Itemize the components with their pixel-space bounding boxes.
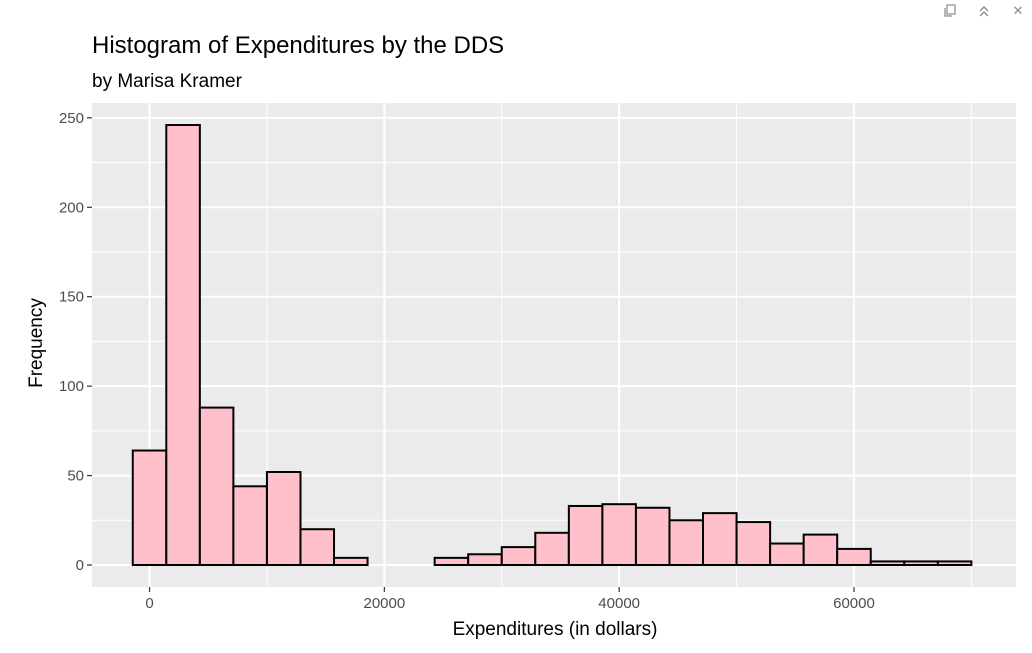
- histogram-bar: [869, 560, 906, 567]
- histogram-bar: [601, 503, 637, 566]
- y-tick-label: 100: [59, 378, 84, 395]
- histogram-bar: [769, 542, 805, 566]
- axis-ticks: 0 20000 40000 60000 0 50 100 150 200 250: [59, 110, 875, 612]
- histogram-bar: [299, 528, 336, 567]
- y-tick-label: 50: [67, 468, 84, 485]
- histogram-bar: [668, 519, 705, 566]
- histogram-bar: [500, 546, 537, 567]
- y-tick-label: 150: [59, 289, 84, 306]
- histogram-bars: [131, 124, 973, 567]
- collapse-icon[interactable]: [976, 2, 992, 20]
- x-axis-title: Expenditures (in dollars): [453, 619, 658, 640]
- histogram-bar: [131, 449, 168, 566]
- histogram-bar: [702, 512, 738, 566]
- close-icon[interactable]: ✕: [1012, 3, 1024, 18]
- x-tick-label: 40000: [598, 595, 640, 612]
- x-tick-label: 60000: [833, 595, 875, 612]
- chart-title: Histogram of Expenditures by the DDS: [92, 32, 504, 59]
- y-axis-title: Frequency: [26, 298, 47, 388]
- histogram-bar: [836, 547, 872, 567]
- histogram-bar: [433, 556, 470, 566]
- histogram-bar: [232, 485, 268, 566]
- window-toolbar: ✕: [942, 2, 1026, 20]
- copy-icon[interactable]: [942, 2, 958, 20]
- y-tick-label: 0: [76, 557, 84, 574]
- histogram-bar: [198, 406, 235, 566]
- histogram-bar: [634, 506, 671, 566]
- histogram-bar: [333, 556, 369, 566]
- histogram-bar: [467, 553, 503, 567]
- histogram-bar: [165, 124, 201, 566]
- histogram-bar: [265, 470, 302, 567]
- minor-gridlines: [92, 103, 1016, 587]
- histogram-bar: [534, 531, 570, 566]
- chart-subtitle: by Marisa Kramer: [92, 71, 243, 92]
- x-tick-label: 20000: [363, 595, 405, 612]
- histogram-bar: [567, 504, 604, 567]
- histogram-bar: [802, 533, 839, 567]
- histogram-bar: [936, 560, 973, 567]
- y-tick-label: 200: [59, 199, 84, 216]
- histogram-bar: [735, 521, 772, 567]
- x-tick-label: 0: [145, 595, 153, 612]
- histogram-bar: [903, 560, 939, 567]
- y-tick-label: 250: [59, 110, 84, 127]
